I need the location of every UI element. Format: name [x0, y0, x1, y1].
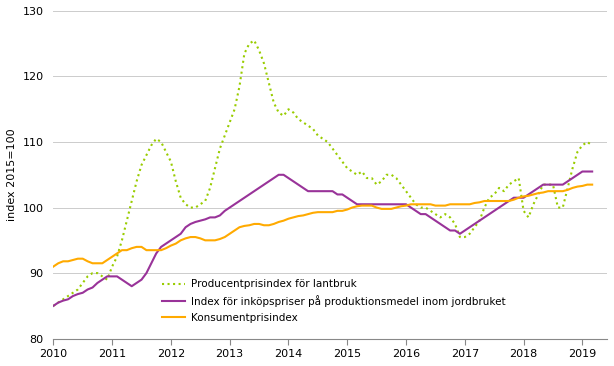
Y-axis label: index 2015=100: index 2015=100	[7, 128, 17, 221]
Producentprisindex för lantbruk	[187, 205, 194, 210]
Index för inköpspriser på produktionsmedel inom jordbruket	[569, 176, 577, 180]
Konsumentprisindex	[251, 222, 258, 226]
Konsumentprisindex	[569, 186, 577, 190]
Konsumentprisindex	[187, 235, 194, 239]
Konsumentprisindex	[50, 264, 57, 269]
Producentprisindex för lantbruk	[172, 179, 179, 183]
Konsumentprisindex	[583, 182, 591, 187]
Konsumentprisindex	[363, 203, 370, 208]
Producentprisindex för lantbruk	[588, 143, 596, 147]
Index för inköpspriser på produktionsmedel inom jordbruket	[172, 235, 179, 239]
Line: Konsumentprisindex: Konsumentprisindex	[53, 184, 592, 266]
Producentprisindex för lantbruk	[574, 150, 581, 154]
Konsumentprisindex	[300, 213, 307, 218]
Producentprisindex för lantbruk	[305, 123, 312, 128]
Index för inköpspriser på produktionsmedel inom jordbruket	[251, 189, 258, 193]
Index för inköpspriser på produktionsmedel inom jordbruket	[578, 169, 586, 174]
Line: Index för inköpspriser på produktionsmedel inom jordbruket: Index för inköpspriser på produktionsmed…	[53, 172, 592, 306]
Index för inköpspriser på produktionsmedel inom jordbruket	[300, 186, 307, 190]
Legend: Producentprisindex för lantbruk, Index för inköpspriser på produktionsmedel inom: Producentprisindex för lantbruk, Index f…	[158, 275, 509, 327]
Producentprisindex för lantbruk	[251, 38, 258, 42]
Producentprisindex för lantbruk	[368, 176, 375, 180]
Index för inköpspriser på produktionsmedel inom jordbruket	[588, 169, 596, 174]
Konsumentprisindex	[172, 242, 179, 246]
Producentprisindex för lantbruk	[50, 304, 57, 308]
Index för inköpspriser på produktionsmedel inom jordbruket	[363, 202, 370, 206]
Index för inköpspriser på produktionsmedel inom jordbruket	[50, 304, 57, 308]
Index för inköpspriser på produktionsmedel inom jordbruket	[187, 222, 194, 226]
Konsumentprisindex	[588, 182, 596, 187]
Producentprisindex för lantbruk	[255, 48, 263, 52]
Line: Producentprisindex för lantbruk: Producentprisindex för lantbruk	[53, 40, 592, 306]
